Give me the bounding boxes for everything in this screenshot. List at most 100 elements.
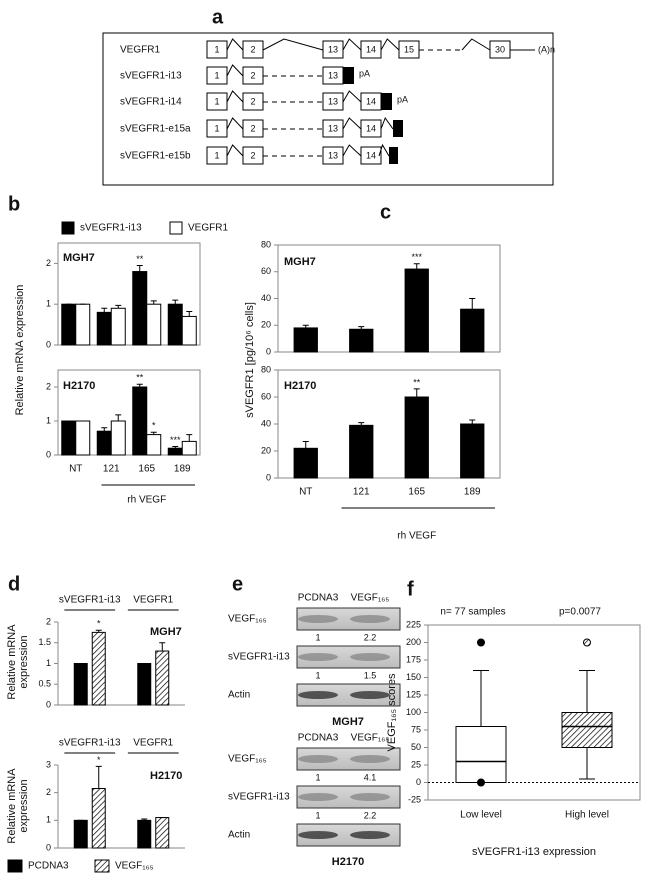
error-bar [101,427,108,432]
band [298,793,338,801]
x-tick-label: 189 [464,487,481,498]
blot-label: VEGF₁₆₅ [228,614,267,625]
x-tick-label: Low level [460,810,502,821]
transcript-name: VEGFR1 [120,45,160,56]
error-bar [358,326,365,330]
bar [96,311,112,346]
bar [155,650,170,706]
chart-title: H2170 [150,770,182,782]
plot-frame [57,369,201,456]
error-bar [101,307,108,313]
intron [226,90,244,103]
panel-label: e [232,573,243,595]
exon-number: 1 [214,44,219,54]
x-tick-label: 189 [174,464,191,475]
intron [342,117,362,130]
lane-label: VEGF₁₆₅ [351,733,390,744]
quantification: 2.2 [364,632,377,642]
x-tick-label: NT [69,464,82,475]
significance: ** [136,254,144,264]
intron-retention [343,67,354,84]
bar [75,303,91,346]
exon-number: 13 [328,123,338,133]
exon-number: 2 [250,44,255,54]
bar [137,663,152,706]
blot [296,607,401,631]
annotation: n= 77 samples [440,607,505,618]
y-axis-title: expression [18,779,30,832]
band [298,691,338,699]
bar [132,386,148,456]
band [350,615,390,623]
blot-label: Actin [228,690,250,701]
y-tick-label: 1 [46,299,51,309]
quantification: 1 [315,632,320,642]
y-tick-label: 0 [416,777,421,787]
error-bar [469,298,476,310]
x-tick-label: 165 [408,487,425,498]
y-axis-title: Relative mRNA expression [14,285,26,416]
bar [404,268,429,353]
lane-label: VEGF₁₆₅ [351,593,390,604]
quantification: 1 [315,810,320,820]
error-bar [469,419,476,424]
bar [132,271,148,346]
error-bar [115,414,122,421]
bar [146,303,162,346]
intron [342,38,362,51]
legend-label: sVEGFR1-i13 [80,223,142,234]
y-tick-label: 225 [406,619,421,629]
significance: *** [411,252,422,262]
x-axis-title: sVEGFR1-i13 expression [472,846,596,858]
y-tick-label: 0 [266,472,271,482]
exon-number: 13 [328,150,338,160]
blot-label: Actin [228,830,250,841]
error-bar [150,300,157,305]
y-tick-label: 40 [261,293,271,303]
lane-label: PCDNA3 [298,733,339,744]
intron [342,144,362,157]
intron-retention [381,93,392,110]
error-bar [172,446,179,449]
exon-number: 1 [214,150,219,160]
transcript-name: sVEGFR1-i13 [120,71,182,82]
y-tick-label: 2 [46,258,51,268]
y-tick-label: 0 [266,346,271,356]
quantification: 1.5 [364,670,377,680]
exon-number: 30 [495,44,505,54]
legend-label: VEGFR1 [188,223,228,234]
significance: ** [136,373,144,383]
y-tick-label: 80 [261,364,271,374]
legend-swatch [94,859,110,873]
exon-number: 1 [214,70,219,80]
chart-title: MGH7 [150,626,182,638]
exon-15a [393,120,403,137]
intron [380,116,394,130]
bar [460,308,485,353]
plot-frame [57,242,201,346]
tail-label: pA [397,94,408,104]
bar [181,440,197,456]
x-tick-label: 121 [353,487,370,498]
bar [349,424,374,479]
error-bar [413,388,420,397]
bar [91,631,106,706]
legend-label: PCDNA3 [28,861,69,872]
y-tick-label: 0 [46,842,51,852]
bar [404,396,429,479]
y-tick-label: 0 [46,449,51,459]
blot-label: sVEGFR1-i13 [228,652,290,663]
y-tick-label: 40 [261,418,271,428]
band [298,755,338,763]
intron [342,90,362,103]
x-tick-label: High level [565,810,609,821]
bar [460,423,485,479]
significance: * [152,421,156,431]
band [298,653,338,661]
error-bar [95,765,102,789]
error-bar [159,642,166,652]
intron [378,143,390,157]
bar [293,447,318,479]
annotation: p=0.0077 [559,607,601,618]
error-bar [302,324,309,328]
